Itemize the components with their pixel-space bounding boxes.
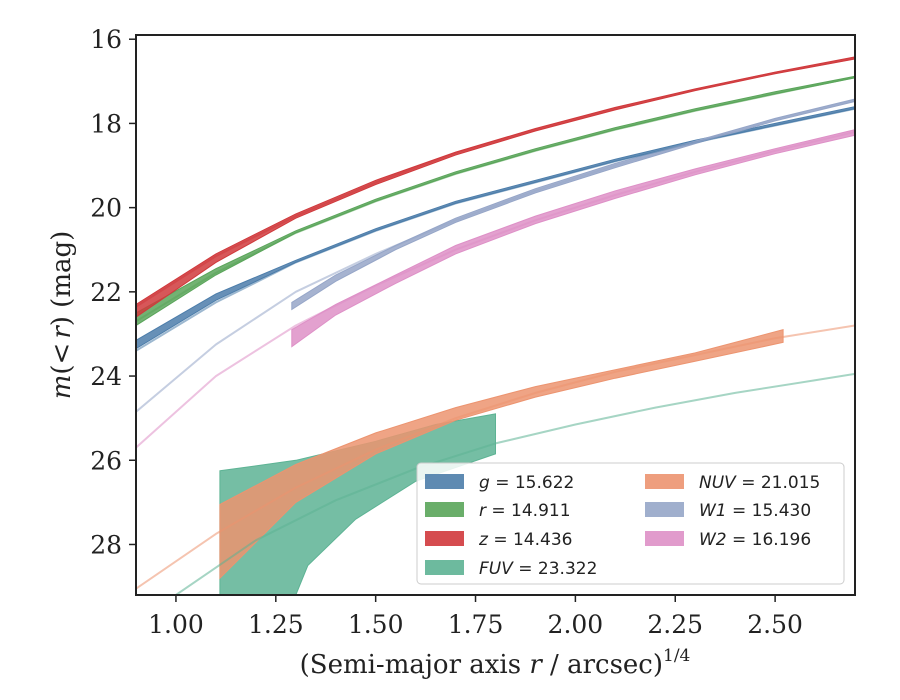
legend-frame [416,462,845,585]
legend-label-w1: W1 = 15.430 [699,501,811,521]
plot-frame [135,34,856,596]
legend-label-g: g = 15.622 [479,473,574,493]
legend-swatch-nuv [645,474,684,489]
y-tick-label: 16 [90,25,122,54]
band-w1 [291,98,855,311]
band-w2 [291,129,855,348]
y-tick-label: 26 [90,446,122,475]
y-tick-label: 28 [90,530,122,559]
y-tick-label: 20 [90,194,122,223]
model-curves [136,57,855,595]
x-axis-label: (Semi-major axis r / arcsec)1/4 [300,646,691,680]
legend-swatch-fuv [425,560,464,575]
model-line-r [136,76,855,323]
x-tick-label: 2.00 [548,610,604,639]
legend-label-nuv: NUV = 21.015 [699,473,820,493]
model-line-w1 [136,99,855,413]
legend-label-fuv: FUV = 23.322 [479,559,597,579]
legend-swatch-w2 [645,531,684,546]
legend-swatch-z [425,531,464,546]
legend: g = 15.622 r = 14.911 z = 14.436 FUV = 23.3… [416,462,845,585]
x-tick-label: 1.75 [448,610,504,639]
legend-swatch-w1 [645,502,684,517]
legend-label-z: z = 14.436 [478,530,572,550]
model-line-z [136,57,855,308]
band-nuv [219,329,784,580]
x-tick-label: 1.25 [248,610,304,639]
x-axis-ticks: 1.00 1.25 1.50 1.75 2.00 2.25 2.50 [148,595,803,639]
legend-swatch-r [425,502,464,517]
x-tick-label: 2.25 [647,610,703,639]
x-tick-label: 1.50 [348,610,404,639]
y-axis-label: m(<r) (mag) [47,231,77,400]
legend-label-w2: W2 = 16.196 [699,530,811,550]
y-tick-label: 24 [90,362,122,391]
band-z [136,56,855,318]
y-tick-label: 18 [90,109,122,138]
y-axis-ticks: 16 18 20 22 24 26 28 [90,25,136,559]
x-tick-label: 1.00 [148,610,204,639]
legend-label-r: r = 14.911 [479,501,571,521]
model-line-fuv [175,372,855,595]
model-line-nuv [136,324,855,590]
y-tick-label: 22 [90,278,122,307]
legend-swatch-g [425,474,464,489]
model-line-g [136,107,855,352]
model-line-w2 [136,130,855,449]
x-tick-label: 2.50 [747,610,803,639]
